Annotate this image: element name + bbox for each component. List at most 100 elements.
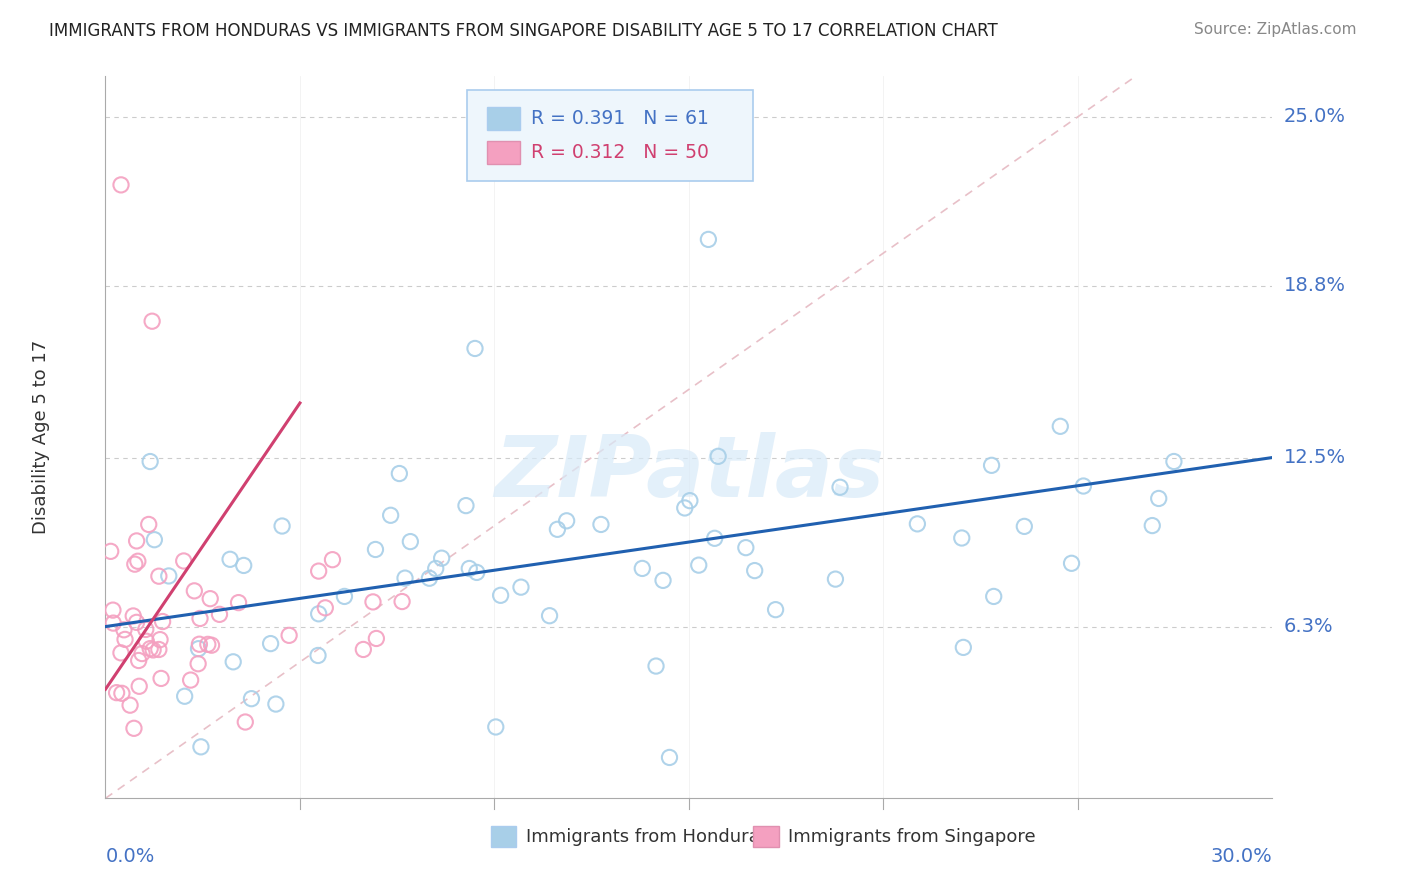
Text: 30.0%: 30.0%: [1211, 847, 1272, 866]
Point: [125, 533, 148, 548]
Point: [105, 686, 128, 700]
Point: [125, 615, 148, 630]
Point: [645, 659, 668, 673]
Point: [112, 623, 135, 637]
Point: [110, 178, 132, 192]
Bar: [491, 826, 516, 847]
Point: [187, 641, 209, 656]
Point: [141, 314, 163, 328]
Point: [489, 588, 512, 602]
Point: [240, 691, 263, 706]
Point: [173, 554, 195, 568]
Text: R = 0.312   N = 50: R = 0.312 N = 50: [531, 143, 709, 162]
Point: [1163, 454, 1185, 468]
Point: [707, 450, 730, 464]
Point: [173, 690, 195, 704]
Point: [232, 558, 254, 573]
Point: [122, 721, 145, 735]
Point: [555, 514, 578, 528]
Point: [197, 637, 219, 651]
Point: [131, 647, 153, 661]
Point: [138, 517, 160, 532]
Point: [308, 607, 330, 621]
Point: [1060, 557, 1083, 571]
Point: [824, 572, 846, 586]
Point: [124, 557, 146, 571]
Point: [188, 611, 211, 625]
Text: 25.0%: 25.0%: [1284, 107, 1346, 126]
Point: [200, 591, 222, 606]
Point: [652, 574, 675, 588]
Point: [150, 672, 173, 686]
Point: [100, 544, 122, 558]
Point: [314, 600, 336, 615]
Text: Source: ZipAtlas.com: Source: ZipAtlas.com: [1194, 22, 1357, 37]
Point: [980, 458, 1002, 473]
Point: [264, 697, 287, 711]
Point: [233, 714, 256, 729]
Text: 18.8%: 18.8%: [1284, 277, 1346, 295]
Point: [152, 615, 174, 629]
Point: [259, 637, 281, 651]
Point: [454, 499, 477, 513]
Point: [128, 679, 150, 693]
Point: [688, 558, 710, 573]
Point: [187, 657, 209, 671]
Point: [658, 750, 681, 764]
Point: [183, 583, 205, 598]
Point: [631, 561, 654, 575]
Point: [366, 632, 388, 646]
Point: [905, 516, 928, 531]
Point: [219, 552, 242, 566]
Point: [464, 342, 486, 356]
Point: [128, 653, 150, 667]
Text: Disability Age 5 to 17: Disability Age 5 to 17: [32, 340, 51, 534]
Point: [148, 642, 170, 657]
Point: [430, 551, 453, 566]
Bar: [754, 826, 779, 847]
Point: [734, 541, 756, 555]
Text: R = 0.391   N = 61: R = 0.391 N = 61: [531, 109, 709, 128]
Point: [142, 643, 165, 657]
Point: [228, 596, 250, 610]
Point: [143, 533, 166, 547]
Point: [180, 673, 202, 687]
Bar: [486, 141, 520, 164]
Point: [307, 648, 329, 663]
Point: [188, 637, 211, 651]
Point: [222, 655, 245, 669]
Point: [425, 561, 447, 575]
Text: 0.0%: 0.0%: [105, 847, 155, 866]
Point: [364, 542, 387, 557]
Point: [149, 632, 172, 647]
Text: IMMIGRANTS FROM HONDURAS VS IMMIGRANTS FROM SINGAPORE DISABILITY AGE 5 TO 17 COR: IMMIGRANTS FROM HONDURAS VS IMMIGRANTS F…: [49, 22, 998, 40]
Point: [510, 580, 533, 594]
Point: [190, 739, 212, 754]
Point: [361, 595, 384, 609]
Point: [589, 517, 612, 532]
Point: [333, 590, 356, 604]
Point: [950, 531, 973, 545]
Point: [110, 646, 132, 660]
Point: [380, 508, 402, 523]
Point: [391, 594, 413, 608]
Point: [278, 628, 301, 642]
Point: [765, 602, 787, 616]
Point: [485, 720, 508, 734]
Point: [952, 640, 974, 655]
Point: [673, 500, 696, 515]
Point: [200, 638, 222, 652]
Point: [127, 554, 149, 568]
Point: [111, 686, 134, 700]
Bar: [486, 107, 520, 130]
Point: [271, 519, 294, 533]
Text: Immigrants from Singapore: Immigrants from Singapore: [789, 828, 1036, 846]
Point: [1147, 491, 1170, 506]
Point: [394, 571, 416, 585]
Point: [418, 571, 440, 585]
Point: [1142, 518, 1164, 533]
Text: ZIPatlas: ZIPatlas: [494, 432, 884, 515]
Point: [122, 609, 145, 624]
Point: [399, 534, 422, 549]
Point: [148, 569, 170, 583]
